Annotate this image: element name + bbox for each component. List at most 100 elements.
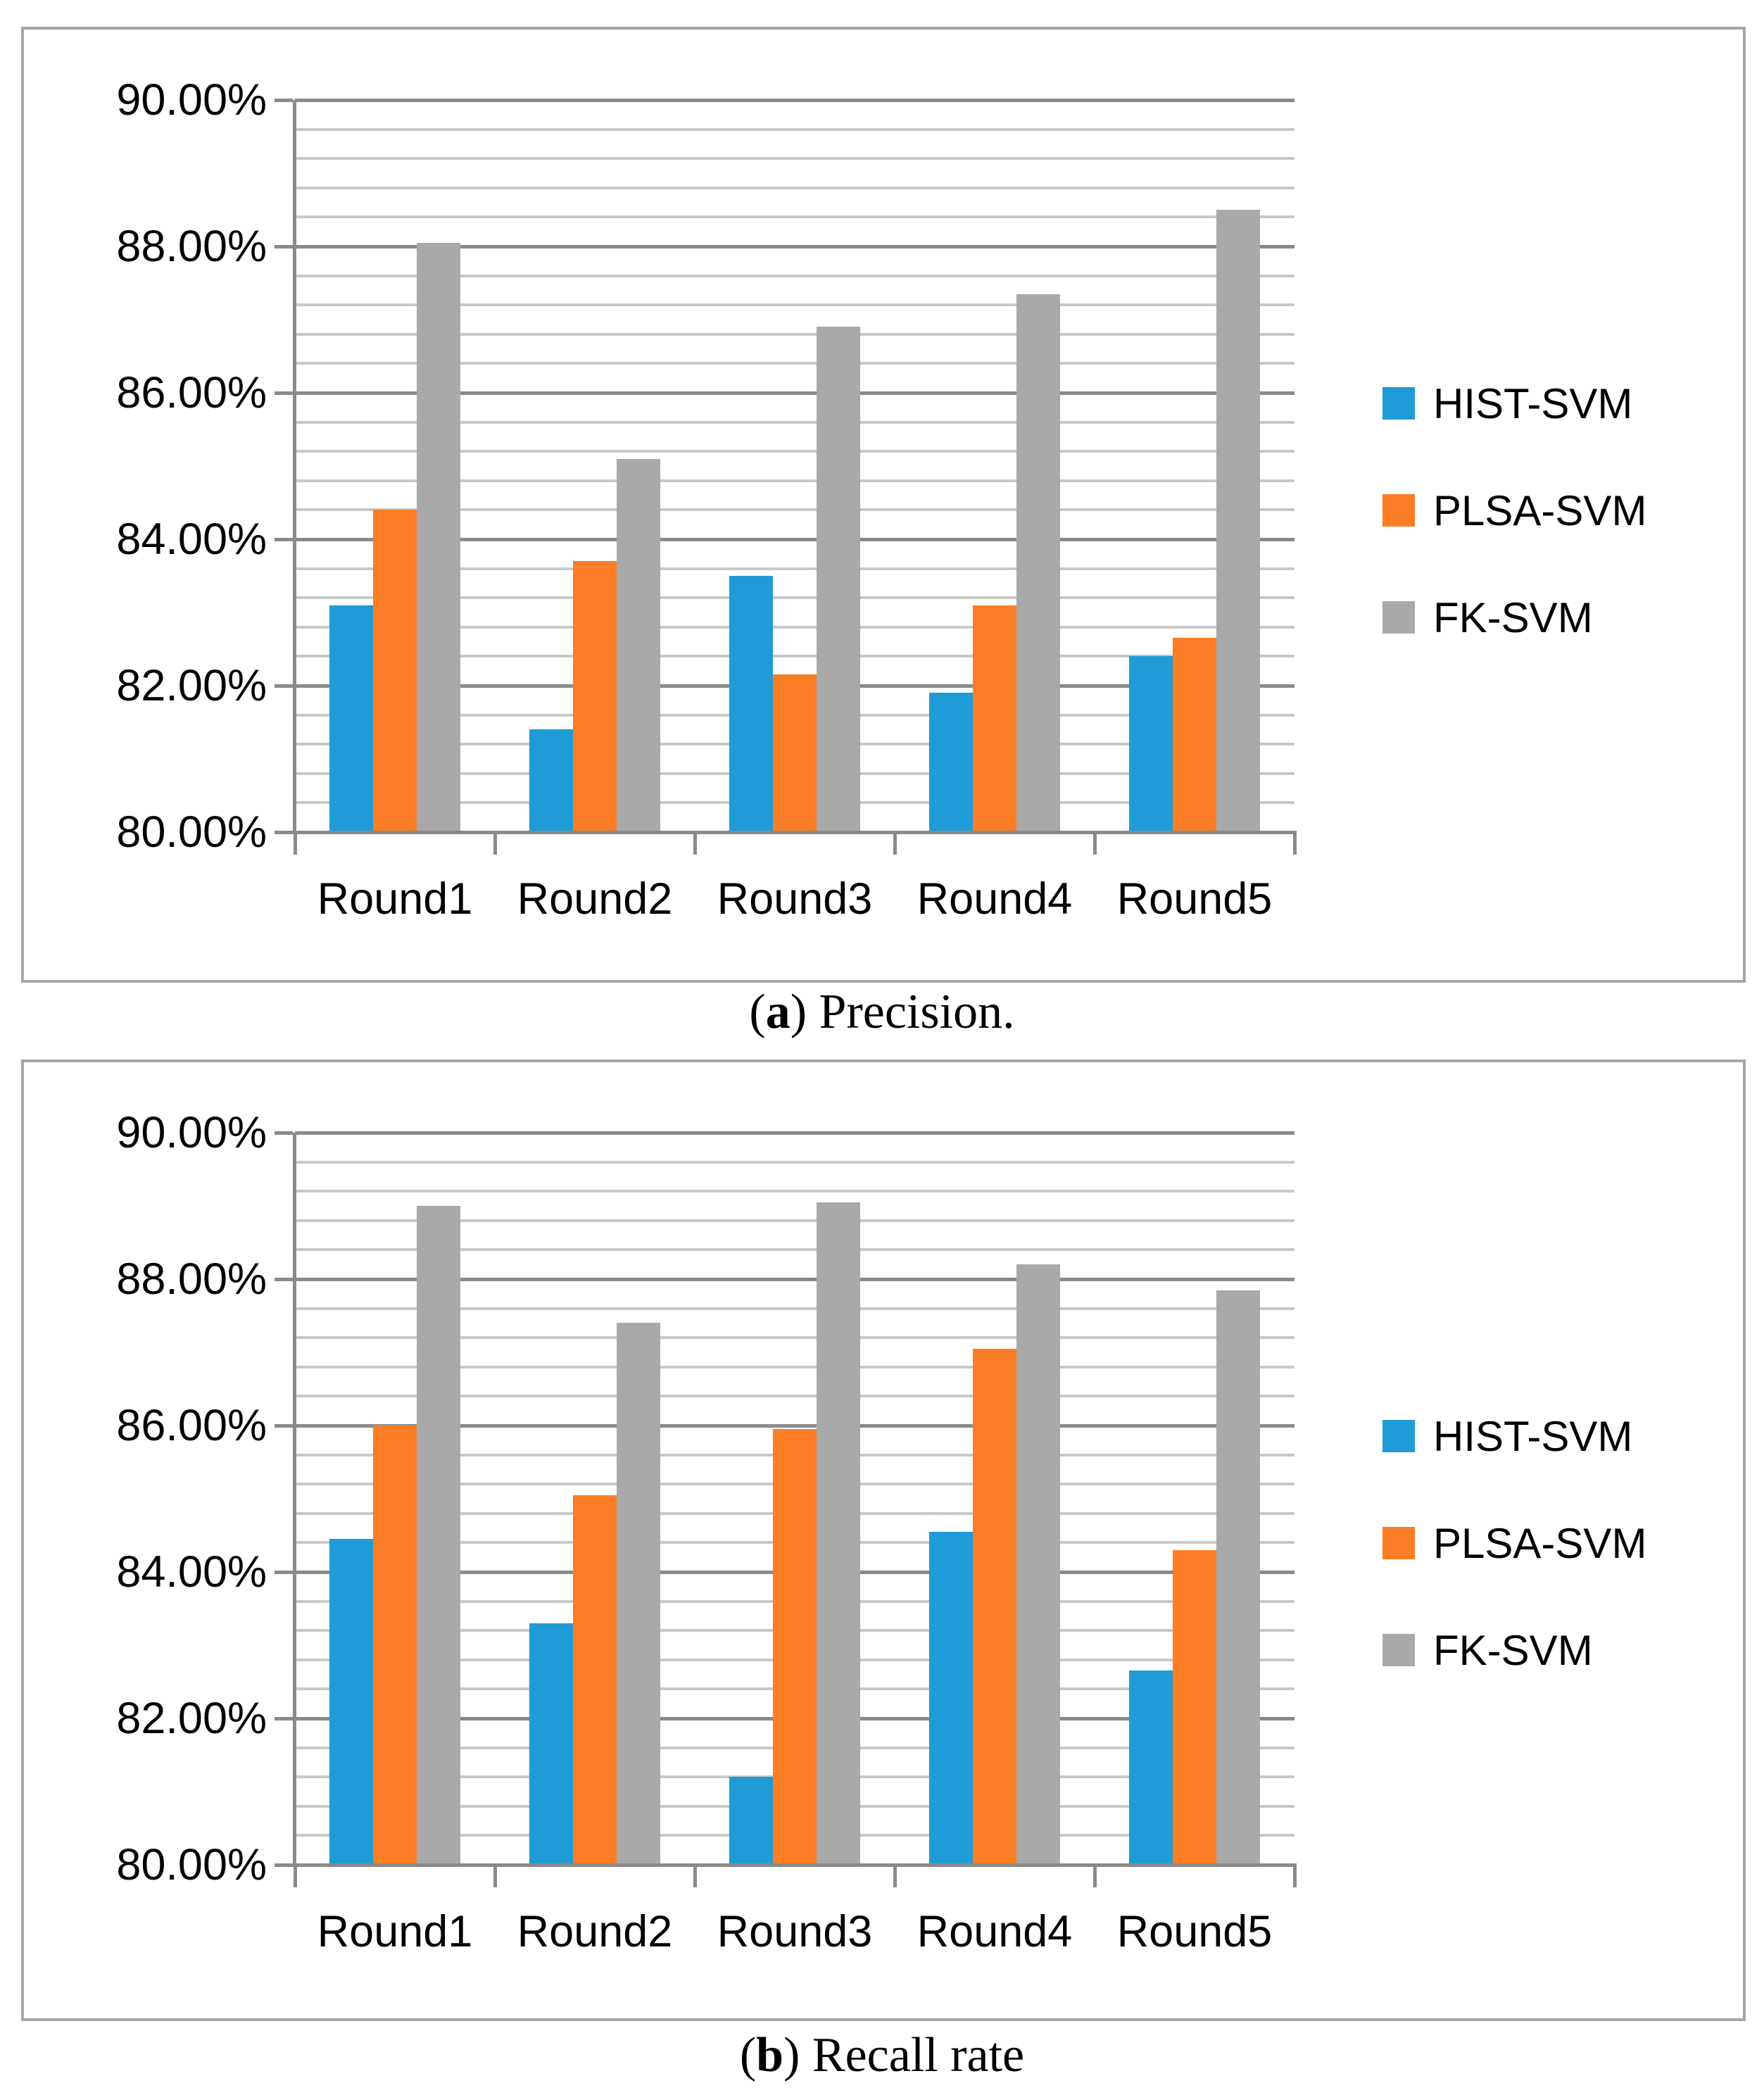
x-axis-tick xyxy=(294,832,297,855)
fk-svm-bar-round4 xyxy=(1016,1264,1060,1865)
x-axis-tick xyxy=(893,832,897,855)
hist-svm-bar-round1 xyxy=(329,605,373,832)
minor-gridline xyxy=(295,1336,1294,1339)
chart-panel-precision: 80.00% 82.00% 84.00% 86.00% 88.00% 90.00% Roun… xyxy=(21,27,1746,983)
fk-svm-bar-round1 xyxy=(417,243,460,832)
caption-a-open: ( xyxy=(749,985,766,1039)
legend-swatch-plsa-svm xyxy=(1382,494,1415,527)
x-axis-tick xyxy=(1293,832,1297,855)
minor-gridline xyxy=(295,421,1294,424)
caption-b-text: ) Recall rate xyxy=(783,2028,1025,2082)
legend-swatch-fk-svm xyxy=(1382,601,1415,634)
plsa-svm-bar-round3 xyxy=(773,1429,817,1865)
plsa-svm-bar-round4 xyxy=(973,605,1016,832)
x-axis-label-round5: Round5 xyxy=(1116,1907,1273,1956)
fk-svm-bar-round5 xyxy=(1216,210,1260,832)
x-axis-tick xyxy=(693,832,697,855)
fk-svm-bar-round1 xyxy=(417,1206,460,1865)
minor-gridline xyxy=(295,333,1294,336)
x-axis-tick xyxy=(493,832,497,855)
y-axis-tick-label: 82.00% xyxy=(116,661,267,710)
legend-swatch-hist-svm xyxy=(1382,387,1415,420)
y-axis-tick xyxy=(275,1571,293,1574)
fk-svm-bar-round2 xyxy=(617,1323,660,1865)
x-axis-label-round4: Round4 xyxy=(916,874,1073,924)
x-axis-label-round4: Round4 xyxy=(916,1907,1073,1956)
y-axis-tick-label: 84.00% xyxy=(116,1547,267,1597)
minor-gridline xyxy=(295,1307,1294,1310)
minor-gridline xyxy=(295,275,1294,277)
legend-item-plsa-svm: PLSA-SVM xyxy=(1382,1490,1720,1597)
plsa-svm-bar-round2 xyxy=(573,561,617,832)
hist-svm-bar-round2 xyxy=(529,1623,573,1865)
y-axis-tick-label: 90.00% xyxy=(116,75,267,125)
y-axis-tick xyxy=(275,538,293,541)
minor-gridline xyxy=(295,596,1294,599)
minor-gridline xyxy=(295,1248,1294,1251)
minor-gridline xyxy=(295,128,1294,131)
legend-swatch-fk-svm xyxy=(1382,1634,1415,1666)
legend-item-hist-svm: HIST-SVM xyxy=(1382,350,1720,457)
y-axis-tick xyxy=(275,1424,293,1428)
x-axis-tick xyxy=(1293,1865,1297,1887)
legend-label-fk-svm: FK-SVM xyxy=(1433,1626,1593,1674)
minor-gridline xyxy=(295,450,1294,453)
hist-svm-bar-round4 xyxy=(929,693,973,832)
minor-gridline xyxy=(295,508,1294,511)
minor-gridline xyxy=(295,479,1294,482)
x-axis-label-round3: Round3 xyxy=(717,874,873,924)
legend-item-fk-svm: FK-SVM xyxy=(1382,564,1720,671)
legend-label-fk-svm: FK-SVM xyxy=(1433,593,1593,641)
caption-a-text: ) Precision. xyxy=(790,985,1015,1039)
minor-gridline xyxy=(295,215,1294,218)
x-axis-tick xyxy=(893,1865,897,1887)
hist-svm-bar-round4 xyxy=(929,1532,973,1865)
y-axis-tick-label: 86.00% xyxy=(116,368,267,417)
x-axis-line xyxy=(293,1863,1297,1867)
y-axis-tick xyxy=(275,391,293,395)
plsa-svm-bar-round1 xyxy=(373,510,417,832)
major-gridline xyxy=(295,1131,1294,1135)
plsa-svm-bar-round5 xyxy=(1173,1550,1216,1865)
legend-swatch-plsa-svm xyxy=(1382,1527,1415,1559)
legend-label-hist-svm: HIST-SVM xyxy=(1433,1412,1633,1460)
plsa-svm-bar-round5 xyxy=(1173,638,1216,832)
major-gridline xyxy=(295,538,1294,541)
hist-svm-bar-round5 xyxy=(1129,1671,1173,1865)
x-axis-tick xyxy=(493,1865,497,1887)
minor-gridline xyxy=(295,362,1294,365)
major-gridline xyxy=(295,99,1294,102)
plsa-svm-bar-round1 xyxy=(373,1426,417,1865)
y-axis-tick-label: 86.00% xyxy=(116,1401,267,1450)
y-axis-tick xyxy=(275,99,293,102)
y-axis-tick-label: 88.00% xyxy=(116,222,267,271)
legend: HIST-SVM PLSA-SVM FK-SVM xyxy=(1382,350,1720,671)
caption-b-letter: b xyxy=(756,2028,784,2082)
minor-gridline xyxy=(295,655,1294,658)
legend-label-hist-svm: HIST-SVM xyxy=(1433,379,1633,427)
x-axis-line xyxy=(293,831,1297,834)
y-axis-tick-label: 82.00% xyxy=(116,1694,267,1743)
y-axis-tick xyxy=(275,1863,293,1867)
x-axis-label-round1: Round1 xyxy=(317,1907,473,1956)
x-axis-label-round2: Round2 xyxy=(517,1907,673,1956)
legend: HIST-SVM PLSA-SVM FK-SVM xyxy=(1382,1383,1720,1704)
plsa-svm-bar-round3 xyxy=(773,674,817,832)
hist-svm-bar-round2 xyxy=(529,729,573,832)
legend-item-hist-svm: HIST-SVM xyxy=(1382,1383,1720,1490)
hist-svm-bar-round3 xyxy=(729,1777,773,1865)
plsa-svm-bar-round4 xyxy=(973,1349,1016,1865)
fk-svm-bar-round5 xyxy=(1216,1290,1260,1865)
y-axis-tick xyxy=(275,1278,293,1281)
x-axis-tick xyxy=(1093,1865,1097,1887)
caption-precision: (a) Precision. xyxy=(0,984,1764,1055)
x-axis-label-round5: Round5 xyxy=(1116,874,1273,924)
minor-gridline xyxy=(295,1190,1294,1193)
y-axis-tick xyxy=(275,1131,293,1135)
hist-svm-bar-round1 xyxy=(329,1539,373,1865)
x-axis-label-round3: Round3 xyxy=(717,1907,873,1956)
hist-svm-bar-round5 xyxy=(1129,656,1173,832)
plot-area-recall: 80.00% 82.00% 84.00% 86.00% 88.00% 90.00% Roun… xyxy=(24,1062,1743,2018)
minor-gridline xyxy=(295,1366,1294,1369)
minor-gridline xyxy=(295,1219,1294,1222)
